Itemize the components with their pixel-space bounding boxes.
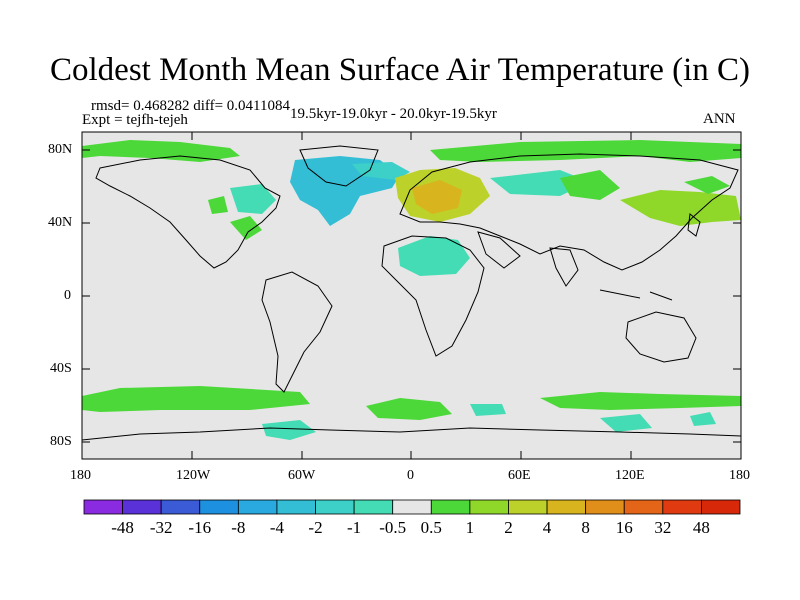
colorbar-swatch [199, 499, 239, 515]
anomaly-fields [82, 140, 741, 440]
field-labrador-cool [230, 184, 276, 214]
lon-label-60w: 60W [288, 468, 316, 483]
field-europe-core [412, 180, 462, 214]
colorbar-swatch [160, 499, 201, 515]
colorbar-level-label: 1 [465, 518, 475, 537]
colorbar-swatch [469, 499, 509, 515]
colorbar-swatch [585, 499, 625, 515]
colorbar-swatch [237, 499, 278, 515]
lon-label-120w: 120W [176, 468, 211, 483]
experiment-label: Expt = tejfh-tejeh [82, 112, 188, 128]
field-southern-cool-4 [690, 412, 716, 426]
field-central-asia [560, 170, 620, 200]
colorbar-swatch [623, 499, 664, 515]
coast-africa [381, 235, 485, 357]
coast-eurasia [399, 153, 739, 271]
colorbar-swatch [430, 499, 471, 515]
colorbar-swatch [122, 499, 162, 515]
field-east-asia-warm [620, 190, 741, 226]
lat-label-80n: 80N [48, 142, 73, 157]
coast-japan [687, 213, 701, 237]
colorbar-level-label: -48 [111, 518, 134, 537]
colorbar-swatch [546, 499, 587, 515]
coast-south-america [261, 271, 333, 393]
colorbar-level-label: -0.5 [379, 518, 407, 537]
coast-north-america [95, 155, 281, 269]
colorbar-level-label: 2 [504, 518, 513, 537]
field-n-america-east [230, 216, 262, 240]
colorbar-level-label: 32 [654, 518, 672, 537]
field-sahara-cool [398, 236, 470, 276]
colorbar-level-label: 8 [581, 518, 590, 537]
colorbar-swatch [701, 499, 741, 515]
field-south-atlantic-band [366, 398, 452, 420]
coast-arabia-india [477, 231, 579, 287]
colorbar-swatch [508, 499, 548, 515]
field-arctic-canada [82, 140, 240, 162]
lon-label-120e: 120E [615, 468, 645, 483]
colorbar-level-label: 16 [615, 518, 633, 537]
field-kamchatka [684, 176, 730, 194]
subtitle: 19.5kyr-19.0kyr - 20.0kyr-19.5kyr [290, 106, 497, 122]
lat-label-80s: 80S [50, 434, 72, 449]
field-south-indian-band [540, 392, 741, 410]
colorbar-level-label: -4 [269, 518, 285, 537]
stats-text: rmsd= 0.468282 diff= 0.0411084 [91, 98, 290, 114]
colorbar-level-label: -2 [308, 518, 323, 537]
lon-label-0: 0 [407, 468, 414, 483]
coast-australia [625, 311, 697, 363]
field-greenland-sea [352, 162, 410, 180]
colorbar-level-label: -16 [188, 518, 212, 537]
field-southern-cool-1 [262, 420, 316, 440]
field-arctic-siberia [430, 140, 741, 162]
coast-antarctica [81, 427, 742, 441]
coast-indonesia [599, 289, 673, 301]
lon-label-60e: 60E [508, 468, 531, 483]
colorbar-level-label: -8 [231, 518, 246, 537]
colorbar [83, 499, 741, 515]
colorbar-level-label: -1 [347, 518, 362, 537]
colorbar-level-label: -32 [149, 518, 173, 537]
colorbar-swatch [662, 499, 702, 515]
field-n-america-west [208, 196, 228, 214]
lat-label-40n: 40N [48, 215, 73, 230]
colorbar-level-label: 48 [692, 518, 710, 537]
coast-greenland [299, 145, 379, 187]
colorbar-swatch [392, 499, 432, 515]
colorbar-swatch [276, 499, 316, 515]
axis-ticks [81, 132, 742, 459]
lon-label-180e: 180 [729, 468, 750, 483]
field-southern-cool-3 [600, 414, 652, 432]
colorbar-swatch [315, 499, 355, 515]
lat-label-40s: 40S [50, 361, 72, 376]
colorbar-swatch [353, 499, 394, 515]
field-north-asia-cool [490, 170, 590, 196]
colorbar-level-label: 0.5 [420, 518, 442, 537]
season-label: ANN [703, 111, 736, 127]
field-southern-cool-2 [470, 404, 506, 416]
colorbar-swatch [83, 499, 123, 515]
chart-title: Coldest Month Mean Surface Air Temperatu… [50, 52, 750, 88]
lat-label-0: 0 [64, 288, 71, 303]
coastlines [81, 145, 742, 441]
field-south-pacific-band [82, 386, 310, 412]
lon-label-180w: 180 [70, 468, 91, 483]
colorbar-level-label: 4 [542, 518, 552, 537]
